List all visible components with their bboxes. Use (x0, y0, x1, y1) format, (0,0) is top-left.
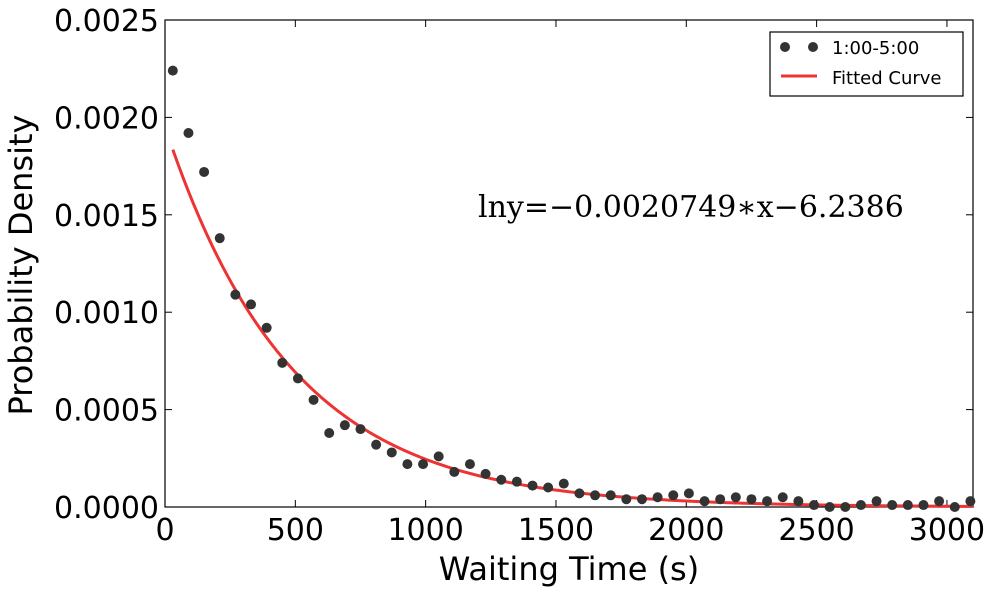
data-point (699, 496, 710, 507)
data-point (683, 488, 694, 499)
x-tick-label: 1000 (387, 513, 463, 548)
data-point (762, 496, 773, 507)
data-point (277, 357, 288, 368)
fitted-curve-line (171, 149, 974, 508)
y-tick-label: 0.0010 (54, 296, 159, 331)
y-tick-label: 0.0025 (54, 4, 159, 39)
data-point (949, 502, 960, 512)
data-point (339, 420, 350, 431)
data-point (840, 502, 851, 512)
data-point (464, 459, 475, 470)
data-point (902, 500, 913, 511)
legend: 1:00-5:00 Fitted Curve (769, 31, 964, 97)
legend-label-series: 1:00-5:00 (832, 38, 919, 59)
data-point (496, 474, 507, 485)
y-tick-label: 0.0005 (54, 394, 159, 429)
data-point (824, 502, 835, 512)
y-tick-label: 0.0000 (54, 491, 159, 526)
data-point (855, 500, 866, 511)
data-point (433, 451, 444, 462)
data-point (167, 65, 178, 76)
data-point (230, 289, 241, 300)
data-point (652, 492, 663, 503)
x-axis-title: Waiting Time (s) (439, 550, 699, 588)
data-point (793, 496, 804, 507)
legend-marker-dot (808, 42, 818, 52)
data-point (543, 482, 554, 493)
legend-label-fit: Fitted Curve (832, 68, 942, 89)
x-tick-label: 2500 (778, 513, 854, 548)
data-point (605, 490, 616, 501)
data-point (480, 468, 491, 479)
data-point (183, 127, 194, 138)
data-point (777, 492, 788, 503)
data-layer (167, 65, 976, 512)
x-tick-label: 500 (267, 513, 324, 548)
data-point (418, 459, 429, 470)
data-point (668, 490, 679, 501)
data-point (371, 439, 382, 450)
data-point (214, 233, 225, 244)
data-point (636, 494, 647, 505)
data-point (199, 166, 210, 177)
data-point (887, 500, 898, 511)
data-point (715, 494, 726, 505)
y-axis: 0.0000 0.0005 0.0010 0.0015 0.0020 0.0025 (54, 4, 973, 526)
x-axis: 0 500 1000 1500 2000 2500 3000 (155, 20, 985, 548)
data-point (965, 496, 976, 507)
data-point (574, 488, 585, 499)
data-point (308, 394, 319, 405)
data-point (558, 478, 569, 489)
y-tick-label: 0.0020 (54, 101, 159, 136)
data-point (934, 496, 945, 507)
data-point (871, 496, 882, 507)
data-point (527, 480, 538, 491)
data-point (402, 459, 413, 470)
data-point (261, 322, 272, 333)
data-point (809, 500, 820, 511)
legend-box (769, 31, 964, 97)
data-point (918, 500, 929, 511)
x-tick-label: 0 (155, 513, 174, 548)
data-point (511, 476, 522, 487)
data-point (449, 466, 460, 477)
fit-equation-annotation: lny=−0.0020749∗x−6.2386 (478, 190, 904, 225)
data-point (621, 494, 632, 505)
y-tick-label: 0.0015 (54, 199, 159, 234)
x-tick-label: 2000 (648, 513, 724, 548)
x-tick-label: 1500 (518, 513, 594, 548)
data-point (386, 447, 397, 458)
data-point (746, 494, 757, 505)
legend-marker-dot (780, 42, 790, 52)
data-point (355, 424, 366, 435)
y-axis-title: Probability Density (2, 115, 40, 416)
data-point (590, 490, 601, 501)
data-point (324, 427, 335, 438)
data-point (246, 299, 257, 310)
data-point (730, 492, 741, 503)
plot-frame (164, 19, 974, 508)
x-tick-label: 3000 (909, 513, 985, 548)
plot-area (164, 19, 974, 508)
data-point (292, 373, 303, 384)
